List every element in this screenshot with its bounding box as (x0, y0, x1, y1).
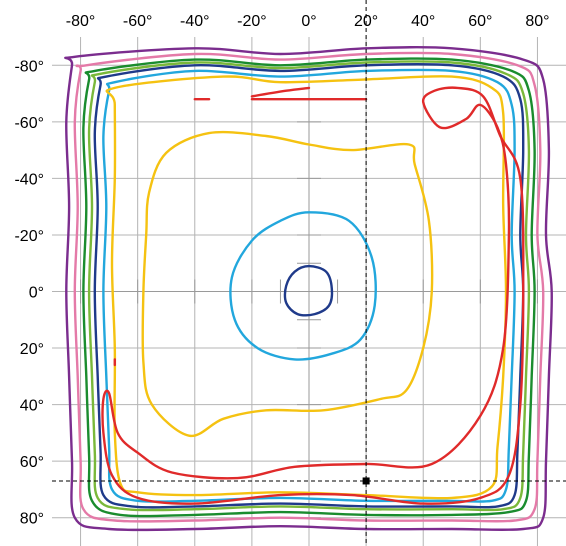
y-tick-label: 80° (20, 511, 44, 528)
contour-line (73, 51, 545, 523)
x-tick-label: 40° (411, 13, 435, 30)
reference-lines (52, 0, 566, 546)
contour-lines (64, 46, 553, 532)
contour-line (141, 130, 434, 438)
contour-line (250, 86, 311, 98)
x-tick-labels: -80° -60° -40° -20° 0° 20° 40° 60° 80° (66, 13, 550, 30)
x-tick-label: -40° (180, 13, 210, 30)
contour-line (105, 75, 508, 500)
x-tick-label: 60° (468, 13, 492, 30)
contour-line (93, 62, 525, 509)
contour-line (229, 211, 377, 361)
y-tick-label: 20° (20, 341, 44, 358)
y-tick-label: -80° (14, 58, 44, 75)
y-tick-label: 40° (20, 398, 44, 415)
x-tick-label: -80° (66, 13, 96, 30)
y-tick-labels: -80° -60° -40° -20° 0° 20° 40° 60° 80° (14, 58, 44, 527)
x-tick-label: -60° (123, 13, 153, 30)
x-tick-label: 0° (301, 13, 316, 30)
x-tick-label: 20° (354, 13, 378, 30)
y-tick-label: 0° (29, 285, 44, 302)
x-tick-label: -20° (237, 13, 267, 30)
reference-point-marker (362, 477, 370, 485)
contour-line (102, 68, 516, 503)
y-tick-label: 60° (20, 454, 44, 471)
contour-line (283, 264, 334, 317)
center-crosshair-marks (80, 64, 538, 519)
contour-line (101, 86, 525, 505)
y-tick-label: -20° (14, 228, 44, 245)
contour-line (64, 46, 553, 532)
x-tick-label: 80° (525, 13, 549, 30)
contour-line (87, 60, 531, 512)
y-tick-label: -60° (14, 115, 44, 132)
contour-line (82, 57, 536, 518)
y-tick-label: -40° (14, 171, 44, 188)
